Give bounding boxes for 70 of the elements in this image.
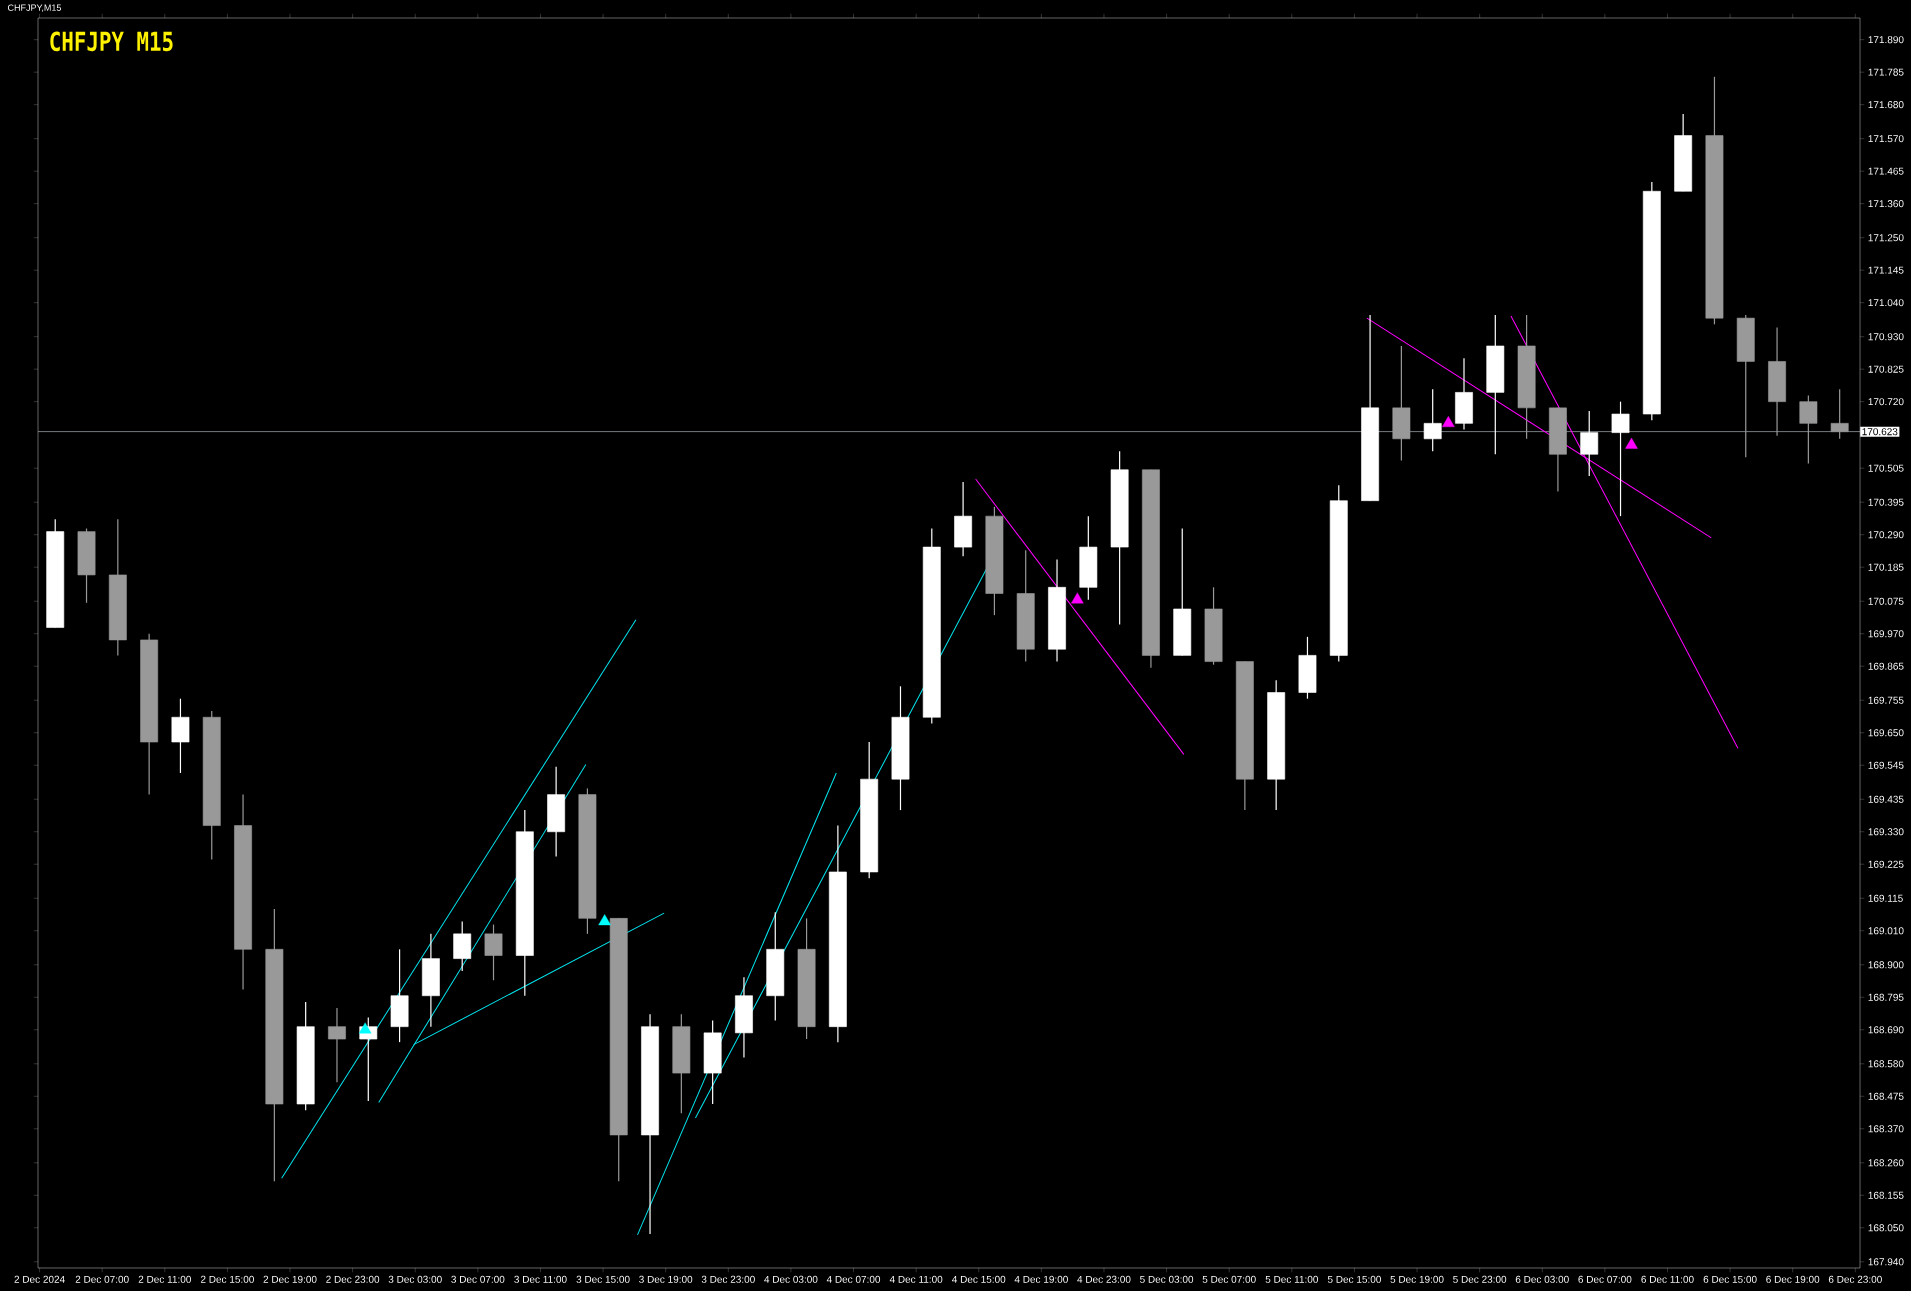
x-tick-label: 2 Dec 15:00	[200, 1275, 254, 1283]
x-tick-label: 2 Dec 07:00	[75, 1275, 129, 1283]
y-tick-label: 171.465	[1868, 167, 1904, 175]
y-tick-label: 171.680	[1868, 101, 1904, 109]
x-tick-label: 6 Dec 11:00	[1641, 1275, 1694, 1283]
y-tick-label: 168.370	[1868, 1125, 1904, 1133]
y-tick-label: 169.435	[1868, 795, 1904, 803]
x-tick-label: 4 Dec 15:00	[952, 1275, 1006, 1283]
y-tick-label: 171.360	[1868, 200, 1904, 208]
x-tick-label: 3 Dec 23:00	[701, 1275, 755, 1283]
x-tick-label: 6 Dec 03:00	[1515, 1275, 1569, 1283]
y-tick-label: 168.690	[1868, 1026, 1904, 1034]
x-tick-label: 6 Dec 07:00	[1578, 1275, 1632, 1283]
y-tick-label: 171.145	[1868, 266, 1904, 274]
y-tick-label: 171.040	[1868, 299, 1904, 307]
y-tick-label: 168.260	[1868, 1159, 1904, 1167]
ref-line-label: 170.623	[1862, 428, 1898, 436]
x-tick-label: 2 Dec 2024	[14, 1275, 65, 1283]
y-tick-label: 170.720	[1868, 398, 1904, 406]
y-tick-label: 171.250	[1868, 234, 1904, 242]
x-tick-label: 6 Dec 23:00	[1828, 1275, 1882, 1283]
y-tick-label: 169.545	[1868, 761, 1904, 769]
y-tick-label: 169.115	[1868, 894, 1903, 902]
x-tick-label: 5 Dec 23:00	[1453, 1275, 1507, 1283]
y-tick-label: 170.930	[1868, 333, 1904, 341]
x-tick-label: 4 Dec 07:00	[826, 1275, 881, 1283]
x-tick-label: 2 Dec 19:00	[263, 1275, 317, 1283]
y-tick-label: 168.580	[1868, 1060, 1904, 1068]
x-tick-label: 5 Dec 11:00	[1265, 1275, 1319, 1283]
x-tick-label: 5 Dec 03:00	[1140, 1275, 1194, 1283]
x-tick-label: 3 Dec 19:00	[639, 1275, 693, 1283]
y-tick-label: 170.075	[1868, 597, 1904, 605]
y-tick-label: 170.395	[1868, 498, 1904, 506]
y-tick-label: 168.155	[1868, 1191, 1904, 1199]
y-tick-label: 168.475	[1868, 1092, 1904, 1100]
y-tick-label: 171.890	[1868, 36, 1904, 44]
x-tick-label: 5 Dec 15:00	[1327, 1275, 1381, 1283]
x-tick-label: 3 Dec 03:00	[388, 1275, 442, 1283]
x-tick-label: 4 Dec 23:00	[1077, 1275, 1131, 1283]
x-tick-label: 5 Dec 19:00	[1390, 1275, 1444, 1283]
y-tick-label: 169.755	[1868, 696, 1904, 704]
x-tick-label: 5 Dec 07:00	[1202, 1275, 1256, 1283]
x-tick-label: 3 Dec 15:00	[576, 1275, 630, 1283]
y-tick-label: 170.185	[1868, 563, 1904, 571]
x-tick-label: 2 Dec 23:00	[326, 1275, 380, 1283]
y-tick-label: 168.050	[1868, 1224, 1904, 1232]
y-tick-label: 169.650	[1868, 729, 1904, 737]
y-tick-label: 171.570	[1868, 135, 1904, 143]
text: CHFJPY,M15	[7, 4, 62, 12]
y-tick-label: 168.900	[1868, 961, 1904, 969]
x-tick-label: 2 Dec 11:00	[138, 1275, 191, 1283]
y-tick-label: 170.825	[1868, 365, 1904, 373]
x-tick-label: 4 Dec 19:00	[1014, 1275, 1068, 1283]
y-tick-label: 169.970	[1868, 630, 1904, 638]
x-tick-label: 6 Dec 15:00	[1703, 1275, 1757, 1283]
y-tick-label: 171.785	[1868, 68, 1904, 76]
y-tick-label: 169.865	[1868, 662, 1904, 670]
y-tick-label: 169.225	[1868, 860, 1904, 868]
y-tick-label: 170.505	[1868, 464, 1904, 472]
chart-title: CHFJPY M15	[50, 31, 173, 52]
x-tick-label: 3 Dec 07:00	[451, 1275, 505, 1283]
x-tick-label: 6 Dec 19:00	[1766, 1275, 1820, 1283]
y-tick-label: 167.940	[1868, 1258, 1904, 1266]
x-tick-label: 4 Dec 03:00	[764, 1275, 818, 1283]
x-tick-label: 3 Dec 11:00	[514, 1275, 567, 1283]
y-tick-label: 169.010	[1868, 927, 1904, 935]
y-tick-label: 170.290	[1868, 531, 1904, 539]
y-tick-label: 168.795	[1868, 993, 1904, 1001]
y-tick-label: 169.330	[1868, 828, 1904, 836]
x-tick-label: 4 Dec 11:00	[889, 1275, 943, 1283]
